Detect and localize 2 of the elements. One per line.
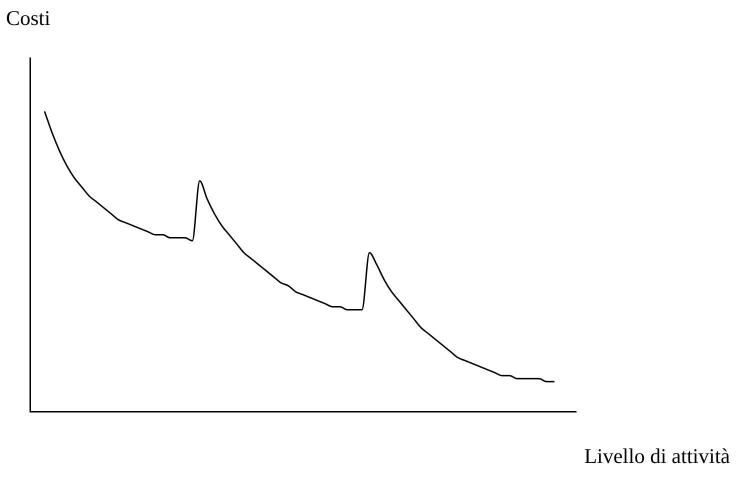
x-axis-title: Livello di attività bbox=[584, 444, 730, 469]
y-axis-title: Costi bbox=[6, 6, 50, 31]
